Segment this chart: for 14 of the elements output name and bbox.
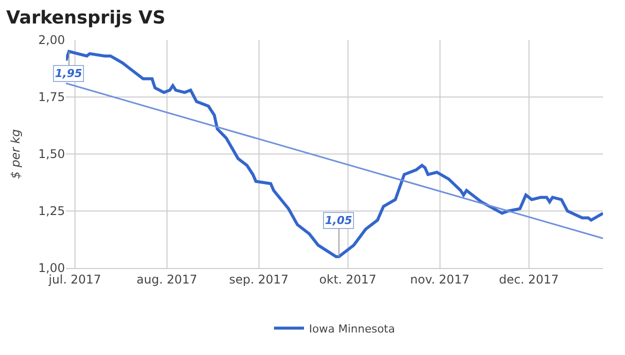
x-tick-label: aug. 2017 [136,272,198,286]
x-tick-label: dec. 2017 [498,272,559,286]
y-axis-title: $ per kg [8,128,23,179]
x-tick-label: nov. 2017 [410,272,470,286]
chart-title: Varkensprijs VS [6,7,166,28]
y-tick-label: 2,00 [38,33,65,48]
y-tick-label: 1,25 [38,204,65,218]
y-tick-label: 1,75 [38,90,65,104]
annotation: 1,95 [55,67,82,80]
annotation: 1,05 [325,214,352,227]
x-tick-label: sep. 2017 [229,272,289,286]
x-tick-label: okt. 2017 [319,272,376,286]
y-tick-label: 1,50 [38,147,65,162]
legend-label: Iowa Minnesota [309,322,395,336]
